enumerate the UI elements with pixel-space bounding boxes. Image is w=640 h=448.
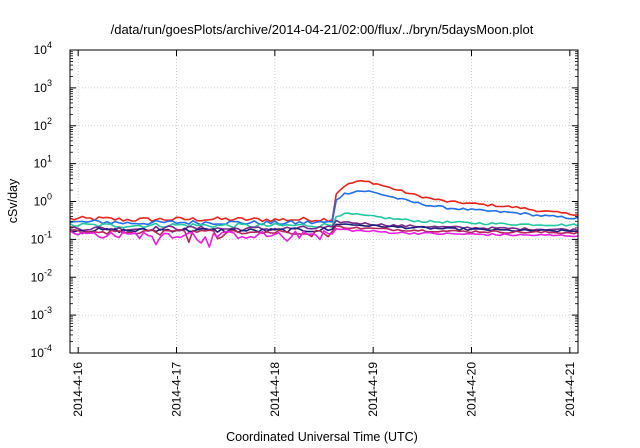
series-line xyxy=(69,225,579,243)
y-tick-label: 103 xyxy=(34,78,52,95)
y-tick-label: 10-2 xyxy=(31,267,52,284)
y-tick-label: 101 xyxy=(34,154,52,171)
series-layer xyxy=(69,179,579,248)
y-tick-labels: 10-4 10-3 10-2 10-1 100 101 102 103 104 xyxy=(31,40,52,360)
grid xyxy=(70,50,578,353)
tick-marks xyxy=(70,49,578,354)
plot-frame xyxy=(69,49,579,354)
x-tick-label: 2014-4-21 xyxy=(563,362,577,417)
series-line xyxy=(69,212,579,229)
x-axis-label: Coordinated Universal Time (UTC) xyxy=(226,430,418,444)
x-tick-label: 2014-4-20 xyxy=(464,362,478,417)
x-tick-label: 2014-4-16 xyxy=(71,362,85,417)
y-tick-label: 104 xyxy=(34,40,52,57)
x-tick-label: 2014-4-17 xyxy=(170,362,184,417)
y-tick-label: 10-1 xyxy=(31,229,52,246)
chart-title: /data/run/goesPlots/archive/2014-04-21/0… xyxy=(111,22,534,37)
y-tick-label: 10-4 xyxy=(31,343,52,360)
series-line xyxy=(69,190,579,226)
x-tick-label: 2014-4-18 xyxy=(268,362,282,417)
y-tick-label: 102 xyxy=(34,116,52,133)
y-tick-label: 10-3 xyxy=(31,305,52,322)
y-axis-label: cSv/day xyxy=(6,178,20,223)
x-tick-labels: 2014-4-16 2014-4-17 2014-4-18 2014-4-19 2014… xyxy=(71,362,577,417)
x-tick-label: 2014-4-19 xyxy=(366,362,380,417)
series-line xyxy=(69,179,579,223)
y-tick-label: 100 xyxy=(34,192,52,209)
series-line xyxy=(69,228,579,248)
